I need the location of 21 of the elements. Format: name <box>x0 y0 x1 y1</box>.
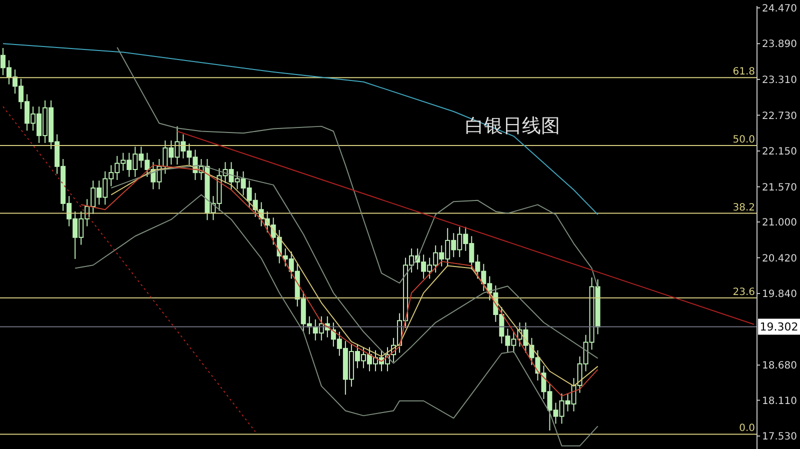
y-tick-label: 21.570 <box>762 182 797 194</box>
y-tick-label: 19.840 <box>762 289 797 300</box>
line-series <box>74 194 598 446</box>
y-tick-label: 21.000 <box>762 217 797 228</box>
y-tick-label: 18.110 <box>762 396 797 407</box>
y-tick-label: 17.530 <box>762 432 797 443</box>
y-tick-label: 24.470 <box>762 3 797 14</box>
y-tick-label: 20.420 <box>762 253 797 264</box>
y-tick-label: 22.730 <box>762 110 797 122</box>
annotation: 0.0 <box>739 423 755 434</box>
annotation: 23.6 <box>732 286 755 298</box>
annotation: 50.0 <box>732 134 755 146</box>
line-series <box>116 46 598 288</box>
y-tick-label: 18.680 <box>762 360 797 372</box>
ref-line-label: 19.302 <box>760 320 798 334</box>
annotation: 38.2 <box>732 202 755 214</box>
y-tick-label: 23.890 <box>762 39 797 50</box>
y-tick-label: 23.310 <box>762 74 797 86</box>
line-series <box>2 43 598 216</box>
annotation: 61.8 <box>732 66 755 78</box>
y-tick-label: 22.150 <box>762 146 797 158</box>
